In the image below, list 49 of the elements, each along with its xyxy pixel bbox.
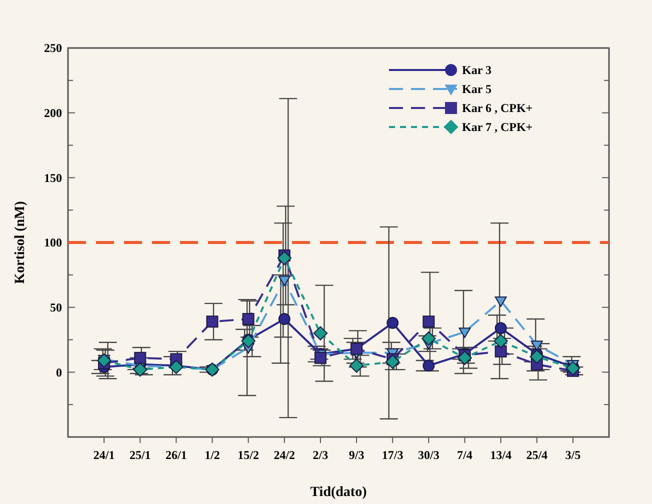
x-tick-label: 3/5 <box>565 448 581 462</box>
y-tick-label: 100 <box>44 236 62 250</box>
x-tick-label: 30/3 <box>418 448 440 462</box>
x-tick-label: 25/1 <box>129 448 151 462</box>
x-tick-label: 26/1 <box>166 448 187 462</box>
point <box>494 296 507 307</box>
point <box>458 328 471 338</box>
point <box>241 334 256 348</box>
point <box>134 352 146 364</box>
y-axis-title: Kortisol (nM) <box>13 200 28 284</box>
point <box>422 360 435 372</box>
y-tick-label: 50 <box>50 300 62 315</box>
x-tick-label: 13/4 <box>490 448 512 462</box>
point <box>349 358 364 373</box>
x-tick-label: 2/3 <box>312 448 328 462</box>
point <box>494 334 508 348</box>
point <box>169 360 184 374</box>
point <box>277 250 292 266</box>
point <box>133 362 148 377</box>
legend-label: Kar 3 <box>462 63 492 78</box>
x-tick-label: 15/2 <box>238 448 260 462</box>
x-tick-label: 17/3 <box>382 448 404 462</box>
x-tick-label: 7/4 <box>457 448 472 462</box>
point <box>530 340 543 351</box>
point <box>530 350 544 364</box>
point <box>278 276 290 286</box>
x-tick-label: 25/4 <box>526 448 548 462</box>
point <box>386 316 399 329</box>
x-tick-label: 9/3 <box>348 448 364 462</box>
legend-label: Kar 7 , CPK+ <box>462 120 533 134</box>
y-tick-label: 0 <box>56 365 62 380</box>
legend-label: Kar 6 , CPK+ <box>462 101 533 116</box>
x-axis-title: Tid(dato) <box>310 485 368 500</box>
point <box>494 322 507 334</box>
x-tick-label: 24/1 <box>93 448 115 462</box>
legend-label: Kar 5 <box>462 82 492 96</box>
point <box>494 345 507 358</box>
point <box>422 331 436 346</box>
y-tick-label: 200 <box>44 106 62 120</box>
point <box>566 361 580 376</box>
point <box>206 316 218 328</box>
x-tick-label: 1/2 <box>204 448 220 462</box>
y-tick-label: 150 <box>44 170 62 185</box>
x-tick-label: 24/2 <box>274 448 296 462</box>
y-tick-label: 250 <box>44 41 62 56</box>
point <box>278 313 290 326</box>
point <box>242 313 254 326</box>
point <box>422 316 435 328</box>
point <box>313 326 328 340</box>
